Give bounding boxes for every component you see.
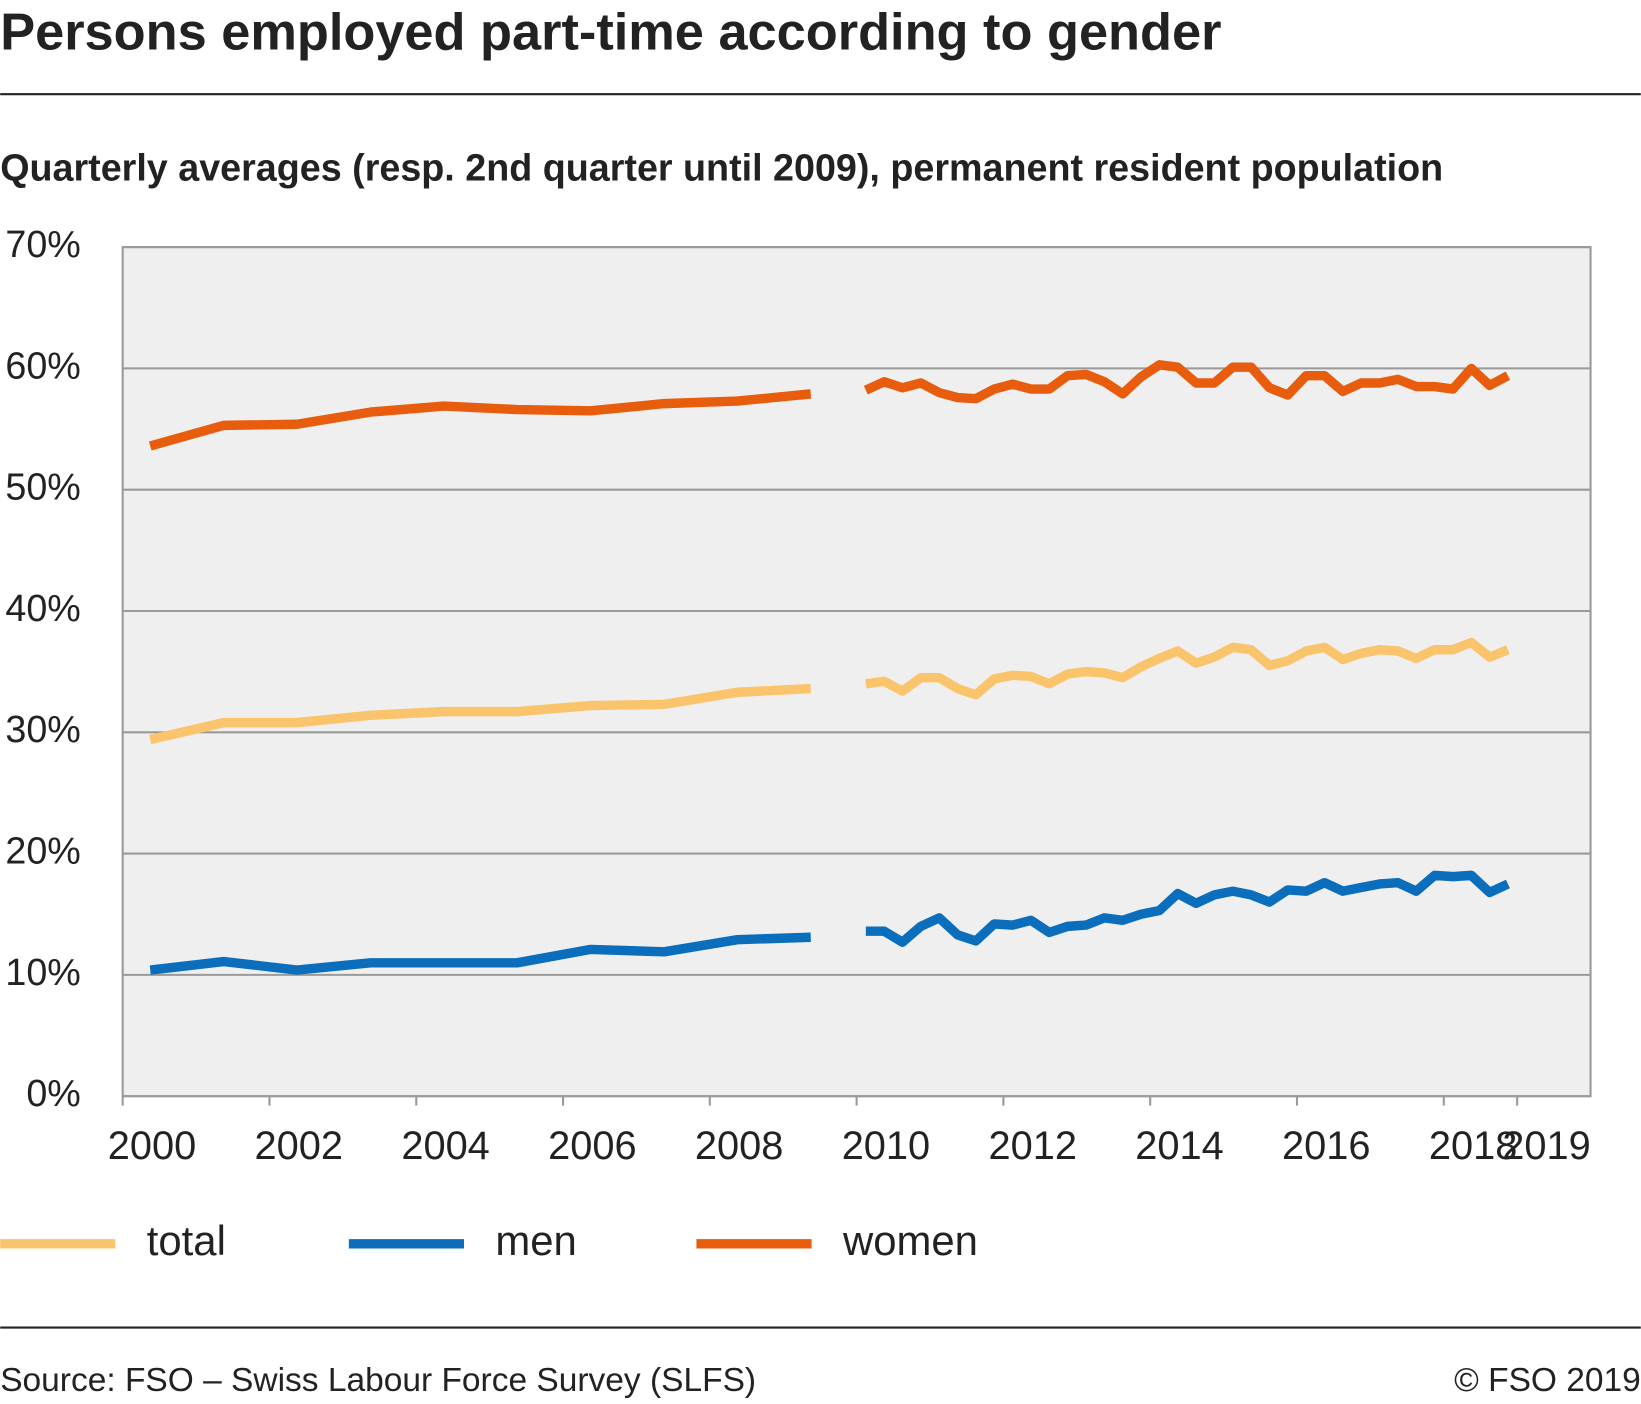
x-tick-label: 2002 bbox=[255, 1124, 343, 1168]
x-tick-label: 2010 bbox=[842, 1124, 930, 1168]
chart-title: Persons employed part-time according to … bbox=[0, 3, 1221, 61]
x-tick-label: 2018 bbox=[1429, 1124, 1517, 1168]
legend-label: total bbox=[147, 1217, 226, 1264]
x-tick-label: 2004 bbox=[401, 1124, 489, 1168]
y-tick-label: 30% bbox=[5, 708, 80, 750]
x-tick-label: 2014 bbox=[1135, 1124, 1223, 1168]
y-tick-label: 0% bbox=[26, 1072, 80, 1114]
y-tick-label: 60% bbox=[5, 344, 80, 386]
x-tick-label: 2016 bbox=[1282, 1124, 1370, 1168]
series-line bbox=[865, 870, 1510, 947]
y-tick-label: 20% bbox=[5, 830, 80, 872]
x-tick-label: 2012 bbox=[988, 1124, 1076, 1168]
y-tick-label: 50% bbox=[5, 466, 80, 508]
series-line bbox=[149, 932, 811, 975]
chart-subtitle: Quarterly averages (resp. 2nd quarter un… bbox=[0, 147, 1443, 189]
y-tick-label: 40% bbox=[5, 587, 80, 629]
legend-label: women bbox=[842, 1217, 978, 1264]
x-tick-label: 2000 bbox=[108, 1124, 196, 1168]
series-line bbox=[149, 683, 811, 745]
series-line bbox=[865, 637, 1510, 700]
source: Source: FSO – Swiss Labour Force Survey … bbox=[0, 1362, 756, 1399]
legend-label: men bbox=[495, 1217, 576, 1264]
y-tick-label: 70% bbox=[5, 223, 80, 265]
x-tick-label: 2006 bbox=[548, 1124, 636, 1168]
x-tick-label: 2008 bbox=[695, 1124, 783, 1168]
series-line bbox=[863, 360, 1511, 404]
y-tick-label: 10% bbox=[5, 951, 80, 993]
series-line bbox=[148, 389, 812, 451]
copyright: © FSO 2019 bbox=[1454, 1362, 1641, 1399]
x-tick-label: 2019 bbox=[1502, 1124, 1590, 1168]
